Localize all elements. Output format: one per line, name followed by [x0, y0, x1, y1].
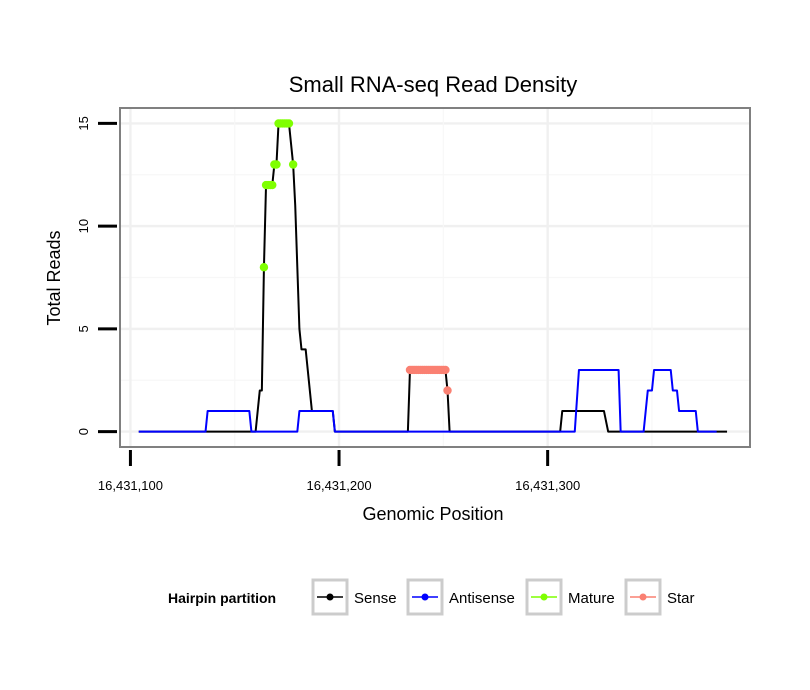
- legend-label-sense: Sense: [354, 590, 397, 607]
- series-layer: [138, 119, 728, 433]
- point-star: [441, 365, 450, 375]
- point-mature: [284, 119, 294, 128]
- point-mature: [272, 160, 281, 169]
- legend-label-star: Star: [667, 590, 695, 607]
- legend-title: Hairpin partition: [168, 590, 276, 606]
- x-tick-label: 16,431,300: [515, 478, 580, 493]
- x-axis: 16,431,100 16,431,200 16,431,300: [98, 450, 580, 493]
- x-tick-label: 16,431,200: [307, 478, 372, 493]
- series-line-antisense: [138, 368, 717, 433]
- chart-title: Small RNA-seq Read Density: [289, 72, 578, 97]
- y-tick-label: 15: [76, 116, 91, 130]
- legend-label-antisense: Antisense: [449, 590, 515, 607]
- legend-item-antisense: Antisense: [406, 578, 515, 616]
- y-axis: 0 5 10 15: [76, 116, 117, 435]
- y-tick-label: 10: [76, 219, 91, 233]
- y-tick-label: 5: [76, 325, 91, 332]
- legend-key-sense-dot: [326, 593, 334, 601]
- legend-item-mature: Mature: [525, 578, 615, 616]
- point-mature: [288, 160, 298, 169]
- legend-key-star-dot: [639, 593, 647, 601]
- x-tick-label: 16,431,100: [98, 478, 163, 493]
- legend: Hairpin partition Sense Antisense Mature…: [168, 578, 695, 616]
- legend-label-mature: Mature: [568, 590, 615, 607]
- legend-key-mature-dot: [540, 593, 548, 601]
- series-line-sense: [138, 122, 728, 433]
- point-mature: [268, 180, 277, 190]
- legend-item-star: Star: [624, 578, 695, 616]
- y-tick-label: 0: [76, 428, 91, 435]
- point-mature: [259, 263, 269, 272]
- y-axis-label: Total Reads: [44, 230, 64, 325]
- plot-panel: [119, 107, 751, 448]
- x-axis-label: Genomic Position: [362, 504, 503, 524]
- legend-item-sense: Sense: [311, 578, 397, 616]
- legend-key-antisense-dot: [421, 593, 429, 601]
- point-star: [443, 386, 452, 395]
- plot-border: [119, 107, 751, 448]
